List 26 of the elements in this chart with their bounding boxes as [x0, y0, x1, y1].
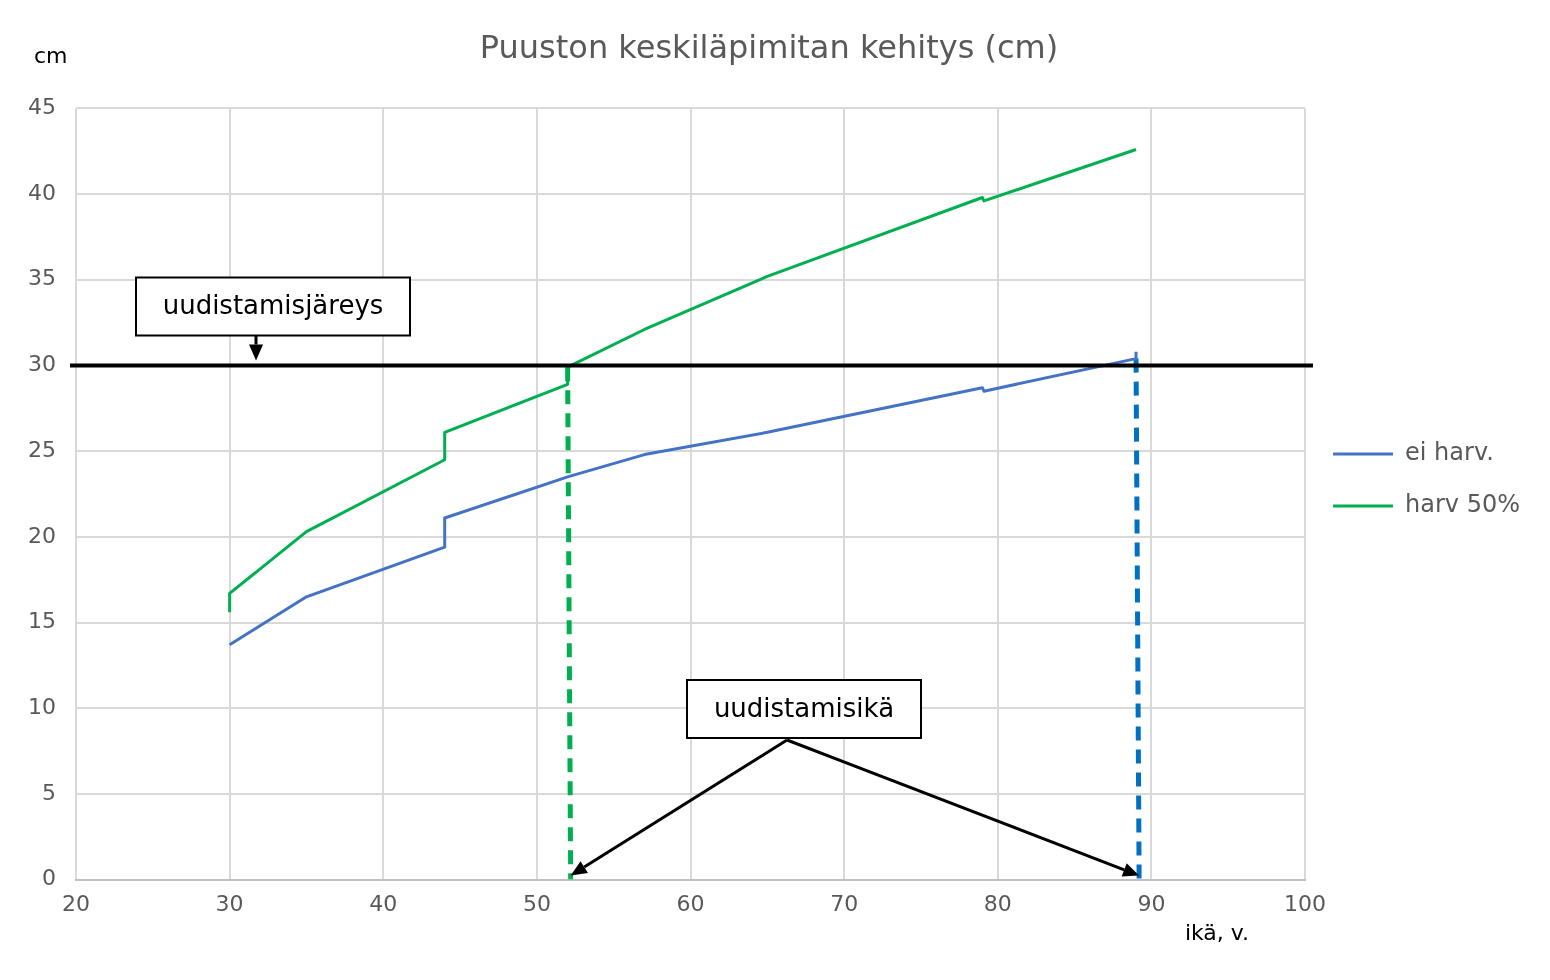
y-tick-label: 45 [27, 94, 56, 120]
x-axis-title: ikä, v. [1184, 920, 1250, 945]
y-tick-label: 5 [41, 779, 56, 805]
ref-line-label: uudistamisjäreys [162, 290, 384, 321]
y-tick-label: 30 [27, 351, 56, 377]
y-tick-label: 40 [27, 179, 56, 205]
y-tick-label: 15 [27, 608, 56, 634]
chart-title: Puuston keskiläpimitan kehitys (cm) [479, 27, 1059, 66]
x-tick-label: 90 [1137, 890, 1166, 916]
legend-label: ei harv. [1405, 438, 1494, 467]
y-tick-label: 25 [27, 436, 56, 462]
x-tick-label: 80 [983, 890, 1012, 916]
x-tick-label: 70 [830, 890, 859, 916]
x-tick-label: 40 [369, 890, 398, 916]
x-tick-label: 50 [522, 890, 551, 916]
x-tick-label: 30 [215, 890, 244, 916]
x-tick-label: 60 [676, 890, 705, 916]
y-tick-label: 10 [27, 693, 56, 719]
legend-label: harv 50% [1405, 490, 1521, 519]
x-tick-label: 100 [1284, 890, 1327, 916]
y-tick-label: 35 [27, 265, 56, 291]
y-axis-title: cm [34, 43, 68, 68]
x-tick-label: 20 [61, 890, 90, 916]
y-tick-label: 20 [27, 522, 56, 548]
annotation: uudistamisikä [713, 692, 895, 723]
y-tick-label: 0 [41, 865, 56, 891]
